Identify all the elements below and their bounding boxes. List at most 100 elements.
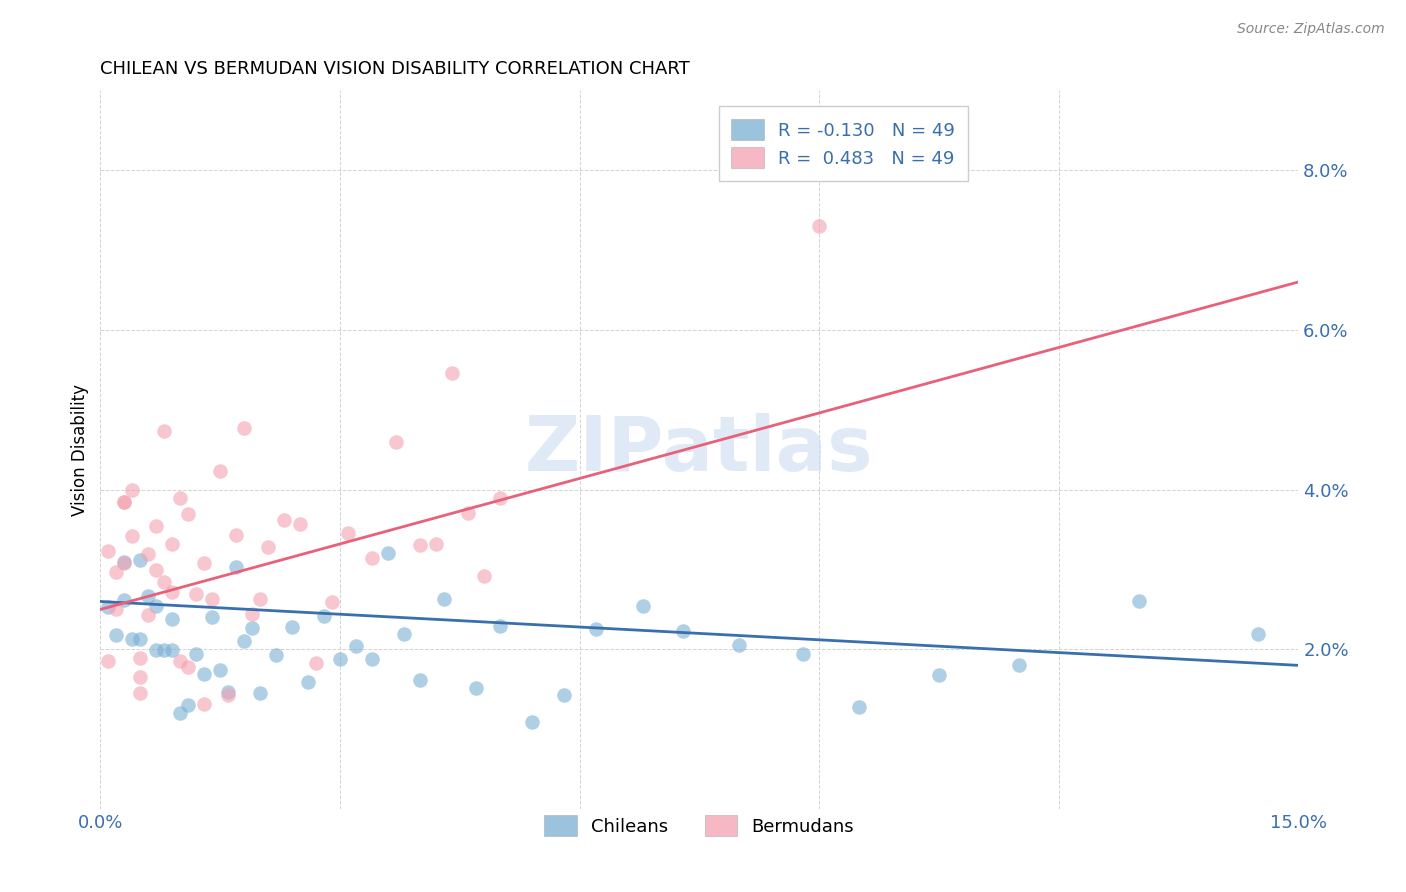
Point: [257, 540, 280, 554]
Point: [288, 517, 311, 532]
Point: [169, 491, 191, 506]
Point: [136, 547, 159, 561]
Point: [249, 686, 271, 700]
Point: [433, 591, 456, 606]
Point: [361, 652, 384, 666]
Point: [177, 507, 200, 521]
Point: [160, 584, 183, 599]
Point: [240, 607, 263, 621]
Point: [145, 599, 167, 613]
Point: [129, 650, 152, 665]
Point: [728, 638, 751, 652]
Point: [129, 553, 152, 567]
Point: [585, 622, 607, 636]
Point: [145, 563, 167, 577]
Y-axis label: Vision Disability: Vision Disability: [72, 384, 89, 516]
Point: [553, 688, 575, 702]
Point: [153, 642, 176, 657]
Point: [233, 421, 256, 435]
Point: [145, 518, 167, 533]
Point: [305, 656, 328, 670]
Text: CHILEAN VS BERMUDAN VISION DISABILITY CORRELATION CHART: CHILEAN VS BERMUDAN VISION DISABILITY CO…: [100, 60, 690, 78]
Point: [112, 593, 135, 607]
Point: [281, 620, 304, 634]
Point: [97, 544, 120, 558]
Point: [129, 632, 152, 647]
Point: [297, 675, 319, 690]
Point: [105, 601, 128, 615]
Point: [160, 612, 183, 626]
Point: [97, 654, 120, 668]
Point: [121, 529, 143, 543]
Point: [121, 483, 143, 497]
Point: [336, 525, 359, 540]
Point: [186, 648, 208, 662]
Point: [129, 670, 152, 684]
Point: [186, 587, 208, 601]
Point: [177, 698, 200, 712]
Legend: Chileans, Bermudans: Chileans, Bermudans: [537, 808, 862, 843]
Point: [264, 648, 287, 662]
Point: [385, 434, 408, 449]
Point: [321, 595, 343, 609]
Point: [520, 714, 543, 729]
Point: [409, 673, 432, 688]
Point: [129, 686, 152, 700]
Point: [457, 506, 479, 520]
Point: [105, 565, 128, 579]
Point: [193, 697, 215, 711]
Point: [928, 668, 950, 682]
Point: [97, 599, 120, 614]
Point: [136, 607, 159, 622]
Point: [217, 685, 239, 699]
Point: [217, 688, 239, 702]
Point: [633, 599, 655, 613]
Point: [672, 624, 695, 639]
Point: [225, 559, 247, 574]
Point: [153, 575, 176, 590]
Point: [377, 545, 399, 559]
Point: [440, 366, 463, 380]
Point: [145, 642, 167, 657]
Point: [193, 556, 215, 570]
Point: [209, 663, 232, 677]
Point: [392, 627, 415, 641]
Point: [105, 627, 128, 641]
Point: [112, 555, 135, 569]
Point: [464, 681, 486, 696]
Point: [344, 639, 367, 653]
Point: [425, 537, 447, 551]
Point: [240, 621, 263, 635]
Point: [169, 706, 191, 721]
Point: [112, 495, 135, 509]
Point: [112, 495, 135, 509]
Point: [112, 556, 135, 570]
Text: ZIPatlas: ZIPatlas: [524, 413, 873, 487]
Point: [225, 528, 247, 542]
Point: [488, 491, 510, 506]
Point: [361, 550, 384, 565]
Point: [409, 538, 432, 552]
Point: [1128, 594, 1150, 608]
Point: [848, 699, 870, 714]
Point: [177, 659, 200, 673]
Point: [193, 667, 215, 681]
Point: [201, 592, 224, 607]
Point: [808, 219, 831, 233]
Point: [273, 513, 295, 527]
Point: [136, 589, 159, 603]
Point: [160, 537, 183, 551]
Point: [792, 647, 814, 661]
Point: [1247, 627, 1270, 641]
Point: [488, 619, 510, 633]
Point: [312, 608, 335, 623]
Point: [121, 632, 143, 646]
Point: [472, 569, 495, 583]
Point: [249, 592, 271, 607]
Point: [209, 465, 232, 479]
Point: [233, 633, 256, 648]
Point: [1008, 658, 1031, 673]
Point: [153, 424, 176, 438]
Point: [169, 654, 191, 668]
Point: [160, 643, 183, 657]
